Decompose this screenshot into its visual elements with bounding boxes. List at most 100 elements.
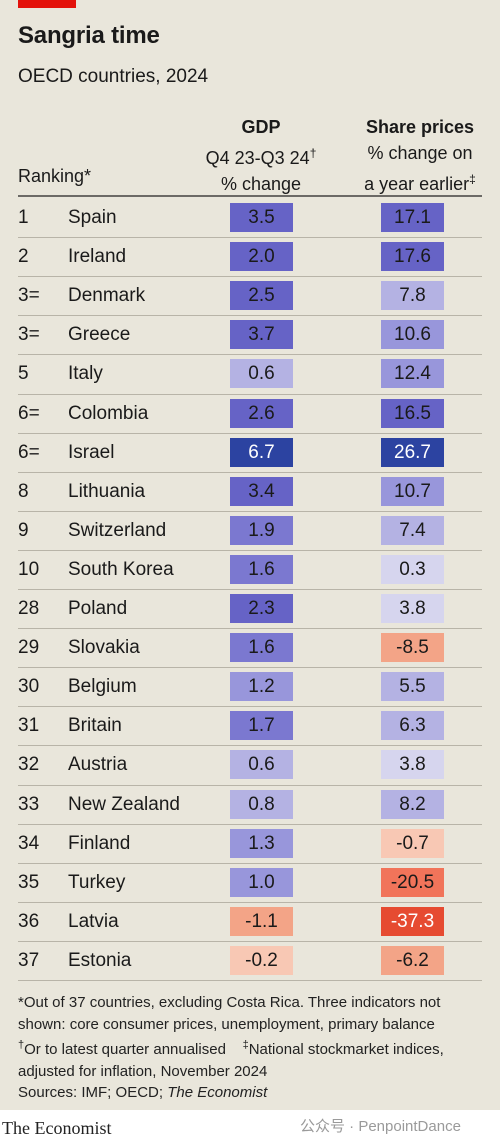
- sources-text: Sources: IMF; OECD;: [18, 1084, 164, 1102]
- country-label: Turkey: [68, 871, 126, 893]
- country-label: Lithuania: [68, 480, 146, 502]
- country-label: Belgium: [68, 676, 137, 698]
- table-row: 3= Greece 3.7 10.6: [0, 315, 500, 354]
- footnote-ddagger-mark: ‡: [242, 1039, 249, 1052]
- row-divider: [18, 667, 482, 669]
- row-divider: [18, 862, 482, 864]
- row-divider: [18, 901, 482, 903]
- table-row: 29 Slovakia 1.6 -8.5: [0, 628, 500, 667]
- gdp-value-cell: 1.0: [230, 867, 293, 897]
- footnotes: *Out of 37 countries, excluding Costa Ri…: [18, 992, 482, 1104]
- rank-label: 6=: [18, 402, 40, 424]
- country-label: Spain: [68, 207, 117, 228]
- share-price-value-cell: 7.8: [381, 281, 444, 311]
- share-price-value-cell: 10.7: [381, 476, 444, 506]
- rank-label: 33: [18, 793, 40, 815]
- country-label: Slovakia: [68, 637, 140, 659]
- country-label: Britain: [68, 715, 122, 737]
- row-divider: [18, 706, 482, 708]
- table-row: 37 Estonia -0.2 -6.2: [0, 941, 500, 980]
- gdp-value-cell: 1.6: [230, 554, 293, 584]
- ranking-column-header: Ranking*: [18, 166, 92, 186]
- rank-label: 34: [18, 832, 40, 854]
- gdp-header-line2: Q4 23-Q3 24†: [186, 140, 336, 171]
- table-row: 10 South Korea 1.6 0.3: [0, 550, 500, 589]
- row-divider: [18, 940, 482, 942]
- rank-label: 31: [18, 715, 40, 737]
- sp-header-line2: % change on: [367, 143, 473, 163]
- country-label: Ireland: [68, 246, 127, 268]
- country-label: Estonia: [68, 949, 132, 971]
- table-row: 30 Belgium 1.2 5.5: [0, 667, 500, 706]
- gdp-value-cell: 2.5: [230, 281, 293, 311]
- rank-label: 36: [18, 910, 40, 932]
- rank-label: 32: [18, 754, 40, 776]
- gdp-value-cell: 0.6: [230, 750, 293, 780]
- rank-label: 35: [18, 871, 40, 893]
- sp-header-line3: a year earlier‡: [350, 166, 490, 197]
- share-price-value-cell: 12.4: [381, 359, 444, 389]
- table-row: 28 Poland 2.3 3.8: [0, 589, 500, 628]
- country-label: Greece: [68, 324, 131, 346]
- gdp-header-period: Q4 23-Q3 24: [205, 148, 310, 168]
- footnote-ddagger: National stockmarket indices, adjusted f…: [18, 1041, 444, 1080]
- country-label: Latvia: [68, 910, 119, 932]
- sp-header-title: Share prices: [365, 117, 475, 137]
- table-row: 8 Lithuania 3.4 10.7: [0, 472, 500, 511]
- country-label: Israel: [68, 441, 115, 463]
- row-divider: [18, 628, 482, 630]
- rank-label: 29: [18, 637, 40, 659]
- share-price-value-cell: 17.1: [381, 203, 444, 232]
- country-label: Colombia: [68, 402, 149, 424]
- chart-title: Sangria time: [18, 22, 160, 49]
- gdp-value-cell: 1.6: [230, 633, 293, 663]
- gdp-value-cell: 6.7: [230, 437, 293, 467]
- row-divider: [18, 354, 482, 356]
- share-price-value-cell: 5.5: [381, 672, 444, 702]
- header-rule: [18, 195, 482, 197]
- share-price-value-cell: 3.8: [381, 750, 444, 780]
- gdp-header-title: GDP: [241, 117, 281, 137]
- gdp-value-cell: 1.9: [230, 515, 293, 545]
- share-price-value-cell: -0.7: [381, 828, 444, 858]
- share-price-value-cell: 17.6: [381, 242, 444, 272]
- gdp-value-cell: 0.8: [230, 789, 293, 819]
- row-divider: [18, 471, 482, 473]
- rank-label: 28: [18, 598, 40, 619]
- chart-subtitle: OECD countries, 2024: [18, 66, 209, 87]
- rank-label: 8: [18, 480, 29, 502]
- country-label: South Korea: [68, 558, 174, 580]
- table-row: 3= Denmark 2.5 7.8: [0, 276, 500, 315]
- country-label: Finland: [68, 832, 131, 854]
- rank-label: 3=: [18, 324, 40, 346]
- table-row: 6= Israel 6.7 26.7: [0, 433, 500, 472]
- row-divider: [18, 784, 482, 786]
- country-label: Italy: [68, 363, 103, 385]
- share-price-value-cell: -37.3: [381, 906, 444, 936]
- share-price-value-cell: 16.5: [381, 398, 444, 428]
- gdp-value-cell: 2.3: [230, 594, 293, 623]
- gdp-value-cell: 2.0: [230, 242, 293, 272]
- sp-header-unit: a year earlier: [364, 174, 470, 194]
- gdp-value-cell: 1.2: [230, 672, 293, 702]
- row-divider: [18, 745, 482, 747]
- table-row: 32 Austria 0.6 3.8: [0, 745, 500, 784]
- chart-card: Sangria time OECD countries, 2024 GDP Q4…: [0, 0, 500, 1110]
- gdp-header-unit: % change: [220, 174, 302, 194]
- share-price-value-cell: -6.2: [381, 945, 444, 975]
- country-label: Poland: [68, 598, 128, 619]
- footnote-dagger-mark: †: [18, 1039, 25, 1052]
- share-price-value-cell: -8.5: [381, 633, 444, 663]
- table-row: 35 Turkey 1.0 -20.5: [0, 863, 500, 902]
- share-price-value-cell: 10.6: [381, 320, 444, 350]
- gdp-value-cell: 1.3: [230, 828, 293, 858]
- share-price-value-cell: 26.7: [381, 437, 444, 467]
- gdp-column-header: GDP Q4 23-Q3 24† % change: [186, 114, 336, 197]
- row-divider: [18, 549, 482, 551]
- share-prices-column-header: Share prices % change on a year earlier‡: [350, 114, 490, 197]
- red-tag-decoration: [18, 0, 76, 8]
- row-divider: [18, 276, 482, 278]
- table-row: 6= Colombia 2.6 16.5: [0, 394, 500, 433]
- table-row: 36 Latvia -1.1 -37.3: [0, 902, 500, 941]
- row-divider: [18, 823, 482, 825]
